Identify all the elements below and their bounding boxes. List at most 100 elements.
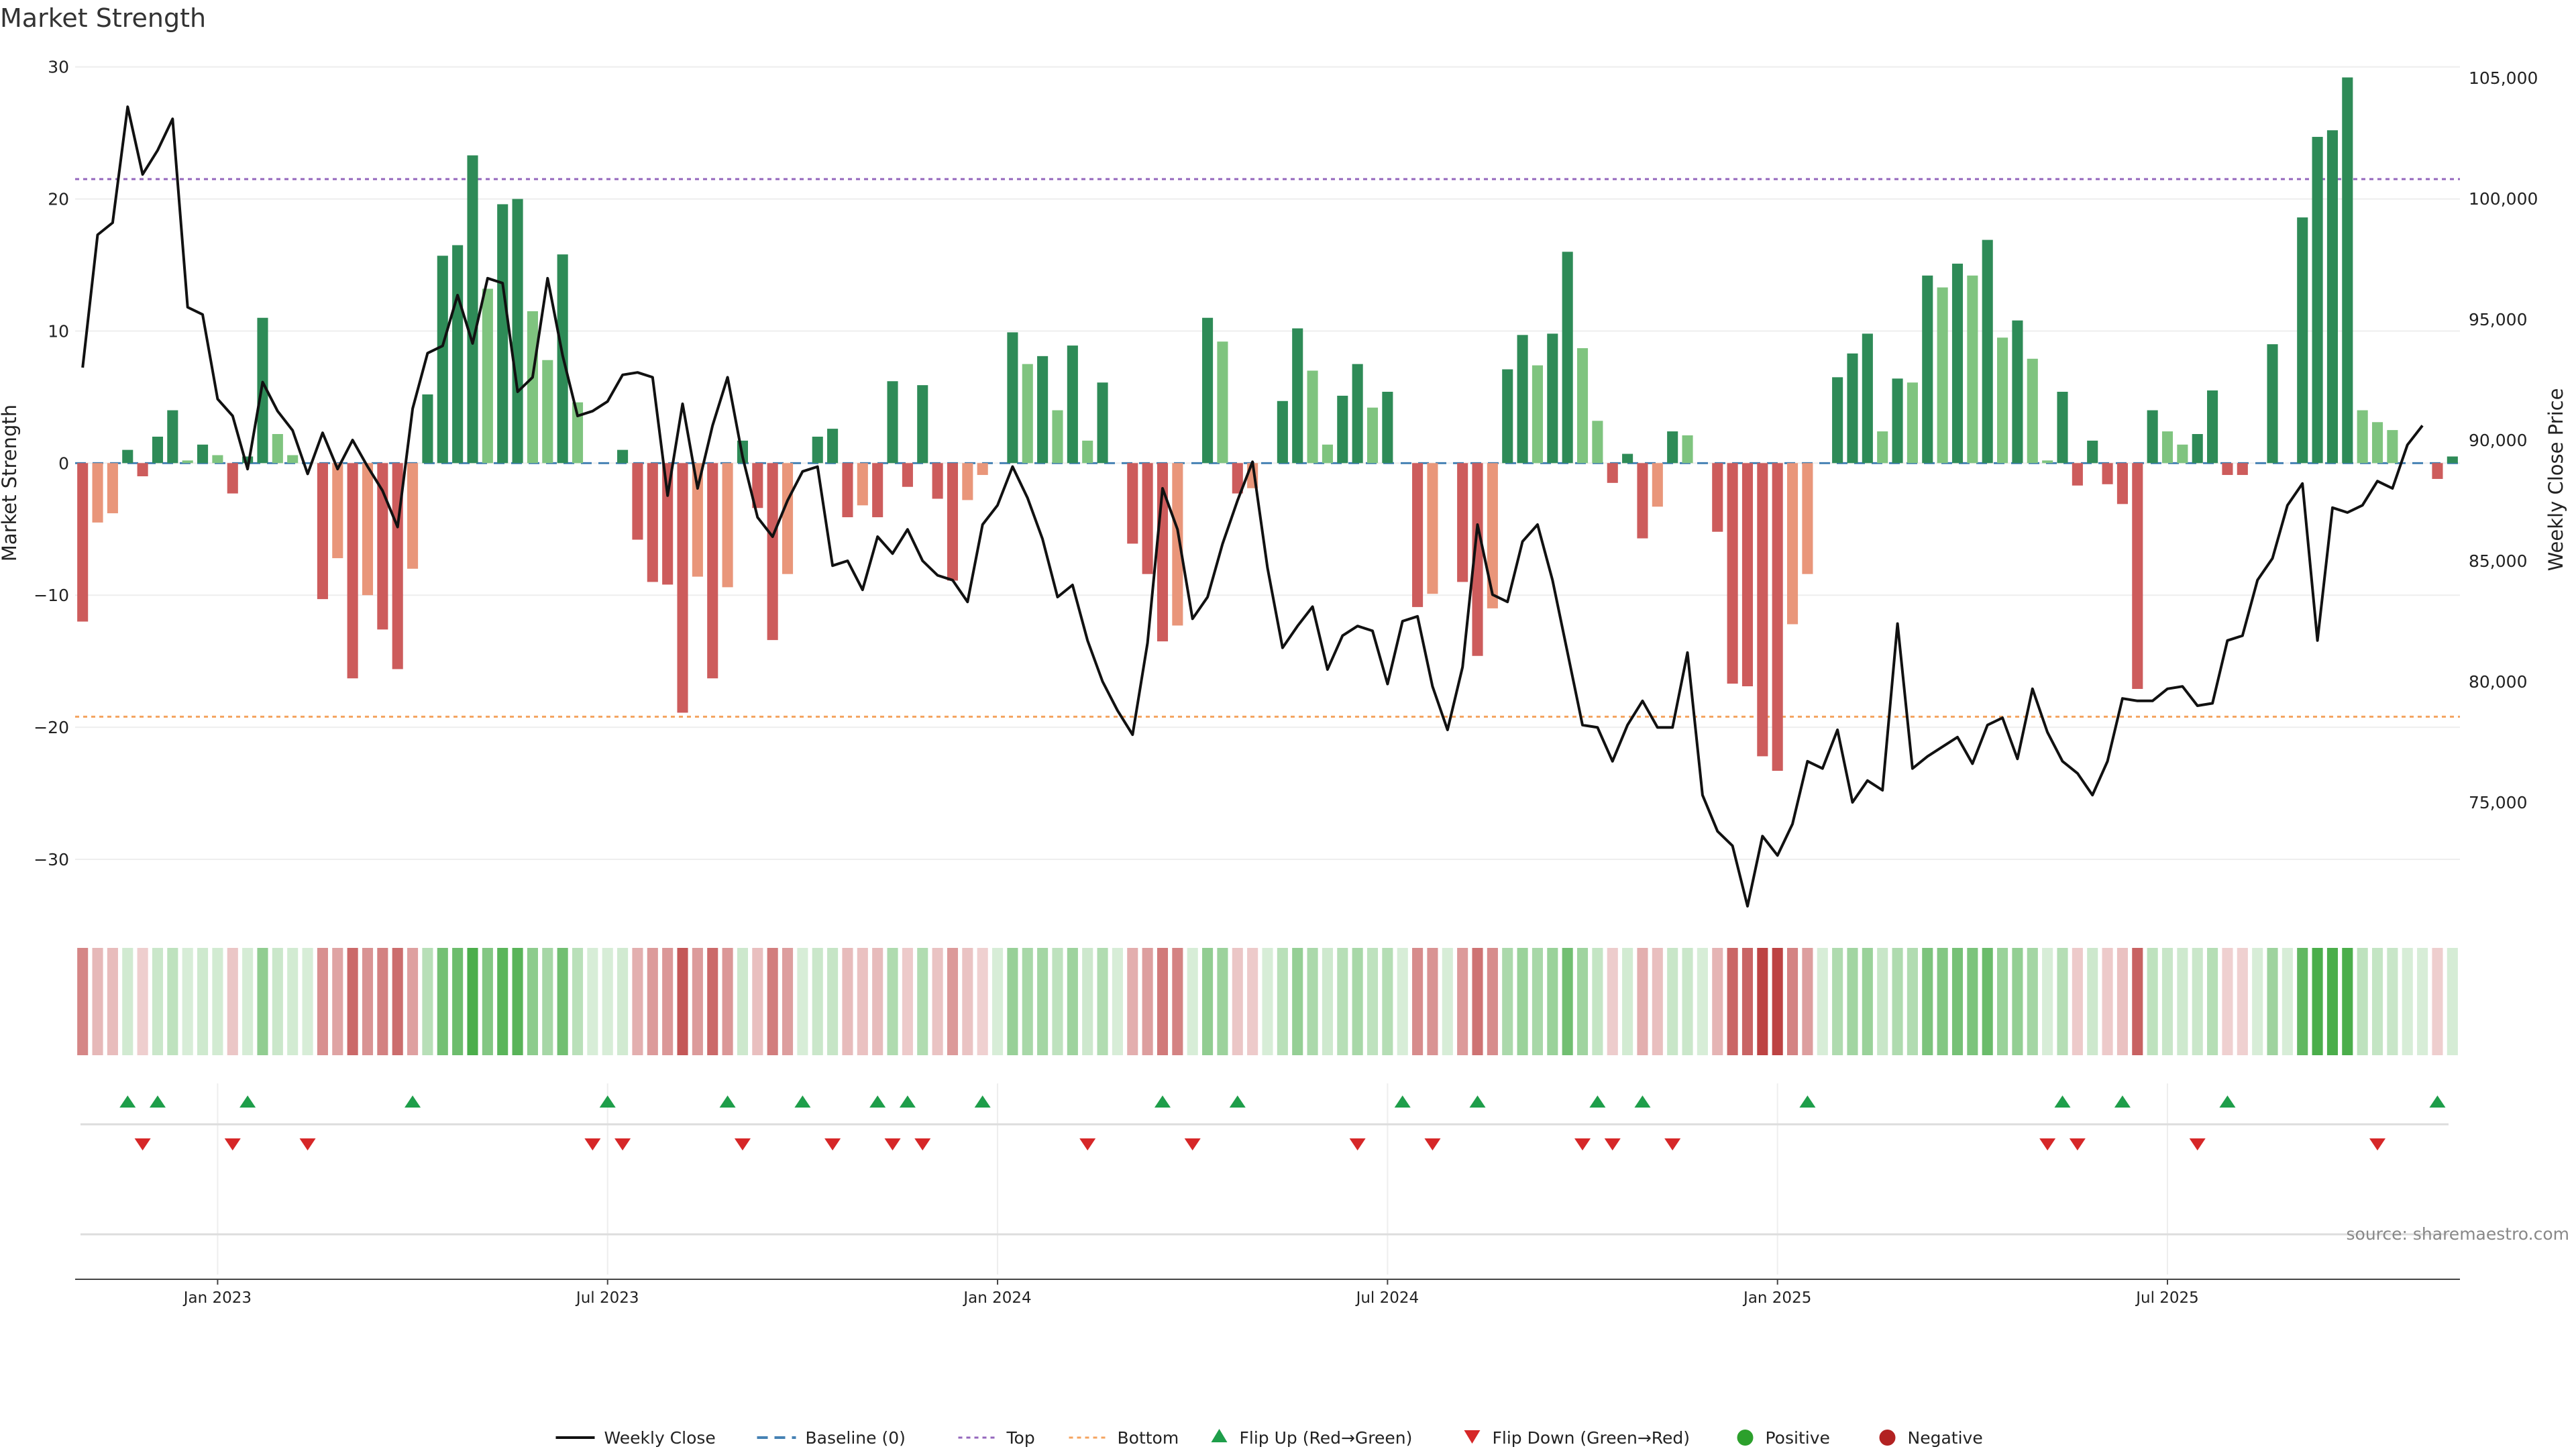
heat-cell — [692, 948, 703, 1055]
heat-cell — [1097, 948, 1108, 1055]
strength-bar — [1097, 382, 1108, 464]
strength-bar — [2177, 444, 2188, 464]
strength-bar — [2357, 410, 2368, 464]
y2-axis-label: Weekly Close Price — [2544, 388, 2567, 572]
strength-bar — [272, 434, 283, 464]
strength-bar — [437, 256, 448, 464]
strength-bar — [1007, 332, 1018, 464]
y-tick-label: −20 — [34, 718, 69, 737]
legend-baseline-label: Baseline (0) — [806, 1428, 906, 1448]
flip-up-marker — [2114, 1095, 2131, 1108]
strength-bar — [317, 463, 328, 600]
flip-up-marker — [1634, 1095, 1651, 1108]
heat-cell — [737, 948, 749, 1055]
y-axis-label: Market Strength — [0, 405, 21, 561]
heat-cell — [1247, 948, 1258, 1055]
heat-cell — [152, 948, 164, 1055]
strength-bar — [2072, 463, 2083, 486]
heat-cell — [512, 948, 523, 1055]
strength-bar — [932, 463, 943, 499]
strength-bar — [1172, 463, 1183, 626]
heat-cell — [542, 948, 553, 1055]
strength-bar — [1786, 463, 1799, 625]
heat-cell — [2342, 948, 2353, 1055]
heat-cell — [1397, 948, 1408, 1055]
heat-cell — [407, 948, 419, 1055]
strength-bar — [1682, 435, 1693, 464]
strength-bar — [542, 360, 553, 464]
strength-bar — [647, 463, 658, 582]
legend-flip-down: Flip Down (Green→Red) — [1464, 1428, 1690, 1448]
heat-cell — [2417, 948, 2428, 1055]
heat-cell — [2042, 948, 2053, 1055]
strength-bar — [842, 463, 853, 518]
heat-cell — [632, 948, 643, 1055]
flip-down-marker — [134, 1138, 151, 1150]
heat-cell — [991, 948, 1004, 1055]
strength-bar — [857, 463, 868, 506]
heat-cell — [812, 948, 823, 1055]
legend-negative: Negative — [1879, 1428, 1983, 1448]
heat-cell — [2447, 948, 2458, 1055]
heat-cell — [1202, 948, 1214, 1055]
heat-cell — [2027, 948, 2038, 1055]
strength-bar — [107, 463, 118, 514]
flip-up-marker — [794, 1095, 811, 1108]
strength-bar — [1877, 431, 1888, 464]
heat-cell — [1172, 948, 1183, 1055]
heat-cell — [707, 948, 718, 1055]
strength-bar — [962, 463, 973, 500]
strength-bar — [2312, 137, 2323, 464]
legend-flip-up-label: Flip Up (Red→Green) — [1240, 1428, 1413, 1448]
strength-bar — [362, 463, 374, 596]
legend: Weekly Close Baseline (0) Top Bottom Flip Up… — [555, 1428, 1983, 1448]
flip-up-marker — [974, 1095, 991, 1108]
strength-bar — [917, 385, 928, 464]
heat-cell — [467, 948, 478, 1055]
heat-cell — [377, 948, 388, 1055]
strength-bar — [2027, 358, 2038, 464]
strength-bar — [2207, 390, 2218, 464]
heat-cell — [1052, 948, 1063, 1055]
legend-swatch-flip-down — [1464, 1430, 1481, 1444]
heat-cell — [182, 948, 193, 1055]
strength-bar — [512, 199, 523, 464]
heat-cell — [137, 948, 148, 1055]
heat-cell — [1427, 948, 1438, 1055]
strength-bar — [2192, 434, 2203, 464]
strength-bar — [182, 460, 193, 464]
strength-bar — [1937, 287, 1948, 464]
flip-down-marker — [1349, 1138, 1366, 1150]
heat-cell — [107, 948, 118, 1055]
heat-cell — [1217, 948, 1228, 1055]
heat-cell — [1982, 948, 1993, 1055]
heat-cell — [1772, 948, 1783, 1055]
heat-cell — [92, 948, 103, 1055]
heat-cell — [1322, 948, 1333, 1055]
flip-markers — [80, 1095, 2449, 1236]
heat-cell — [1366, 948, 1379, 1055]
strength-bar — [2057, 392, 2068, 464]
legend-negative-label: Negative — [1908, 1428, 1983, 1448]
strength-bar — [1067, 345, 1078, 464]
strength-bar — [1337, 395, 1348, 464]
strength-bar — [2102, 463, 2113, 484]
strength-bar — [1847, 353, 1858, 464]
legend-swatch-positive — [1737, 1430, 1754, 1446]
heat-cell — [1067, 948, 1078, 1055]
heat-cell — [2192, 948, 2203, 1055]
heat-cell — [2222, 948, 2233, 1055]
heat-cell — [752, 948, 763, 1055]
x-tick-label: Jan 2023 — [182, 1289, 252, 1307]
strength-bar — [1217, 341, 1228, 464]
heat-cell — [782, 948, 794, 1055]
heat-cell — [932, 948, 943, 1055]
flip-up-marker — [149, 1095, 166, 1108]
strength-bar — [332, 463, 343, 559]
strength-bar — [707, 463, 718, 679]
heat-cell — [1292, 948, 1303, 1055]
flip-down-marker — [884, 1138, 901, 1150]
heat-cell — [902, 948, 913, 1055]
strength-bar — [1592, 421, 1603, 464]
